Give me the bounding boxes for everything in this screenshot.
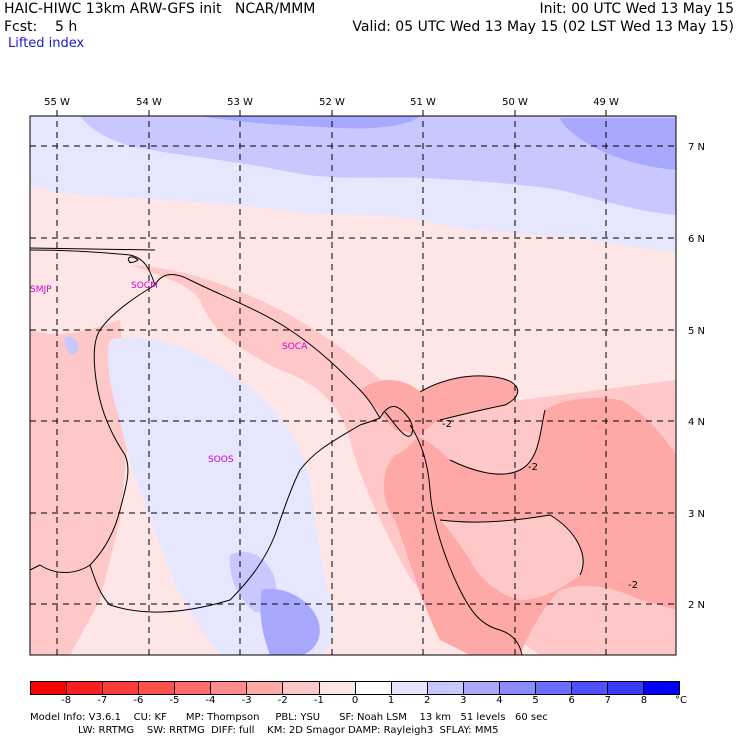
colorbar-swatch bbox=[283, 682, 320, 694]
colorbar-tick-label: 7 bbox=[604, 695, 611, 706]
colorbar-tick-label: -7 bbox=[97, 695, 108, 706]
colorbar-swatch bbox=[608, 682, 645, 694]
lon-label: 50 W bbox=[502, 97, 528, 108]
contour-label: -2 bbox=[442, 419, 452, 430]
colorbar-tick-label: -3 bbox=[241, 695, 252, 706]
colorbar-swatch bbox=[139, 682, 176, 694]
stable-region-north-mid bbox=[80, 116, 676, 215]
colorbar bbox=[30, 681, 680, 695]
unstable-core bbox=[360, 375, 676, 655]
colorbar-swatch bbox=[391, 682, 428, 694]
contour-label: -2 bbox=[528, 462, 538, 473]
fir-labels: SMJP SOCM SOCA SOOS bbox=[30, 281, 308, 465]
lon-label: 54 W bbox=[136, 97, 162, 108]
shaded-field bbox=[30, 116, 676, 655]
region-label-socm: SOCM bbox=[131, 281, 158, 291]
colorbar-swatch bbox=[31, 682, 68, 694]
stable-region-inland bbox=[108, 337, 335, 655]
region-label-smjp: SMJP bbox=[30, 285, 52, 295]
colorbar-swatch bbox=[175, 682, 212, 694]
colorbar-swatch bbox=[427, 682, 464, 694]
contour-labels: -2 -2 -2 bbox=[442, 419, 638, 591]
model-info-line-2: LW: RRTMG SW: RRTMG DIFF: full KM: 2D Sm… bbox=[78, 725, 499, 736]
colorbar-tick-label: 5 bbox=[532, 695, 539, 706]
colorbar-tick-label: -2 bbox=[277, 695, 288, 706]
lon-label: 51 W bbox=[410, 97, 436, 108]
longitude-labels: 55 W 54 W 53 W 52 W 51 W 50 W 49 W bbox=[44, 97, 619, 108]
lat-label: 2 N bbox=[688, 600, 705, 611]
plot-title: HAIC-HIWC 13km ARW-GFS init NCAR/MMM bbox=[4, 1, 316, 17]
stable-region-north-core bbox=[560, 118, 676, 170]
region-label-soca: SOCA bbox=[282, 342, 308, 352]
colorbar-tick-label: 3 bbox=[460, 695, 467, 706]
model-info-line-1: Model Info: V3.6.1 CU: KF MP: Thompson P… bbox=[30, 712, 548, 723]
colorbar-tick-label: -1 bbox=[313, 695, 324, 706]
colorbar-tick-label: -4 bbox=[205, 695, 216, 706]
lon-label: 52 W bbox=[319, 97, 345, 108]
lat-label: 4 N bbox=[688, 417, 705, 428]
region-label-soos: SOOS bbox=[208, 455, 234, 465]
colorbar-tick-label: 2 bbox=[424, 695, 431, 706]
colorbar-swatch bbox=[499, 682, 536, 694]
colorbar-tick-label: 4 bbox=[496, 695, 503, 706]
colorbar-swatch bbox=[535, 682, 572, 694]
colorbar-swatch bbox=[67, 682, 104, 694]
contour-label: -2 bbox=[628, 580, 638, 591]
colorbar-swatch bbox=[355, 682, 392, 694]
valid-time: Valid: 05 UTC Wed 13 May 15 (02 LST Wed … bbox=[352, 19, 734, 35]
colorbar-tick-label: -5 bbox=[169, 695, 180, 706]
map-frame bbox=[29, 115, 677, 656]
coastline bbox=[29, 247, 523, 656]
colorbar-swatch bbox=[211, 682, 248, 694]
colorbar-swatch bbox=[247, 682, 284, 694]
colorbar-tick-label: -8 bbox=[61, 695, 72, 706]
colorbar-tick-label: 8 bbox=[640, 695, 648, 706]
lat-label: 6 N bbox=[688, 234, 705, 245]
lat-label: 3 N bbox=[688, 509, 705, 520]
colorbar-swatch bbox=[319, 682, 356, 694]
latitude-labels: 7 N 6 N 5 N 4 N 3 N 2 N bbox=[688, 142, 705, 611]
field-name: Lifted index bbox=[8, 36, 85, 51]
colorbar-swatch bbox=[103, 682, 140, 694]
colorbar-tick-label: 1 bbox=[387, 695, 395, 706]
contour-lines bbox=[419, 375, 584, 576]
lat-label: 7 N bbox=[688, 142, 705, 153]
latlon-grid bbox=[30, 110, 676, 655]
lon-label: 49 W bbox=[593, 97, 619, 108]
colorbar-swatch bbox=[463, 682, 500, 694]
lon-label: 55 W bbox=[44, 97, 70, 108]
colorbar-tick-label: -6 bbox=[133, 695, 144, 706]
init-time: Init: 00 UTC Wed 13 May 15 bbox=[539, 1, 734, 17]
lon-label: 53 W bbox=[227, 97, 253, 108]
colorbar-swatch bbox=[571, 682, 608, 694]
forecast-hour: Fcst: 5 h bbox=[4, 19, 78, 35]
colorbar-tick-label: 0 bbox=[351, 695, 359, 706]
lat-label: 5 N bbox=[688, 326, 705, 337]
colorbar-unit: °C bbox=[675, 695, 687, 706]
colorbar-tick-label: 6 bbox=[568, 695, 575, 706]
colorbar-swatch bbox=[644, 682, 680, 694]
